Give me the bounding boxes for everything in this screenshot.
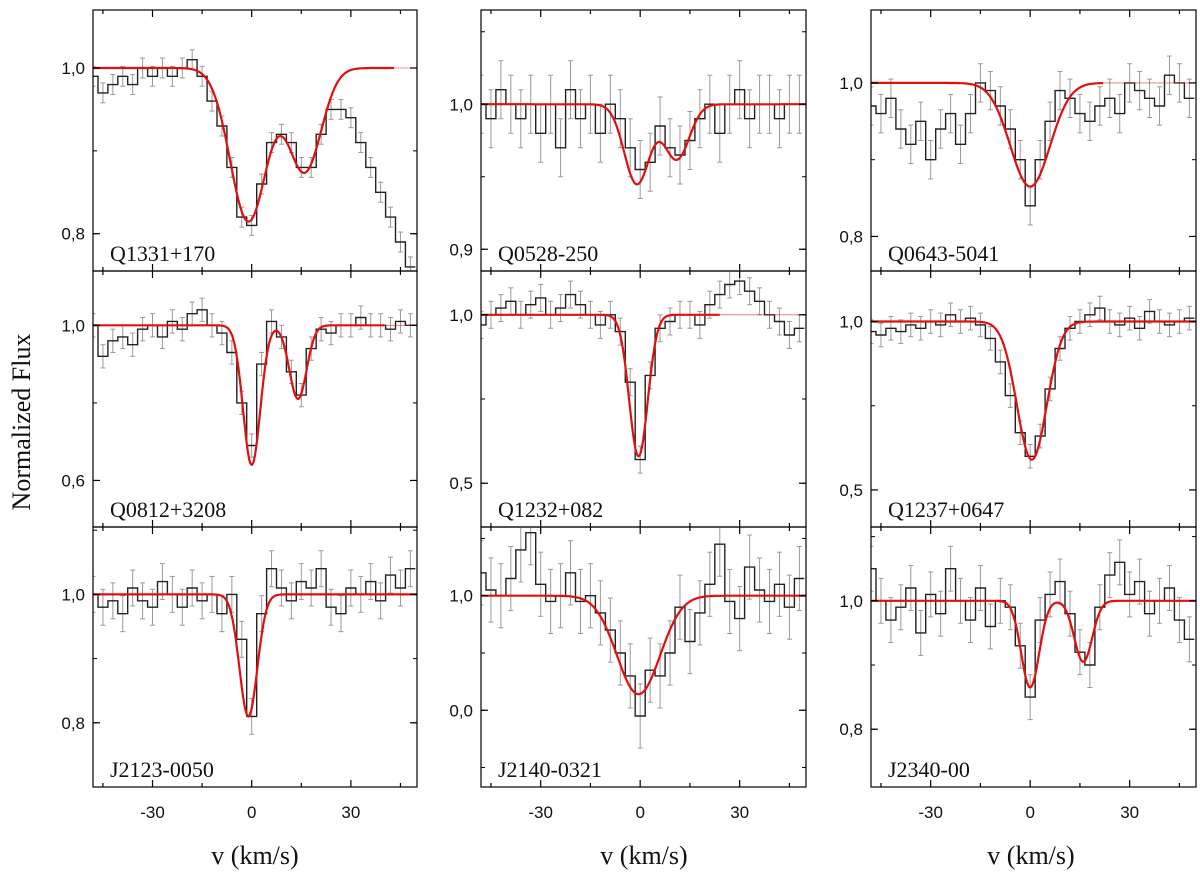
plot-area xyxy=(871,295,1196,469)
y-tick-label: 1,0 xyxy=(449,306,473,325)
panel-label: J2140-0321 xyxy=(498,757,602,782)
panel-frame xyxy=(870,526,1197,788)
x-tick-label: -30 xyxy=(528,803,553,822)
panel-frame xyxy=(92,526,418,788)
model-fit-curve xyxy=(871,320,1196,461)
y-tick-label: 1,0 xyxy=(449,587,473,606)
panel-frame xyxy=(480,270,807,528)
panel-label: J2340-00 xyxy=(888,757,970,782)
panel-label: Q1232+082 xyxy=(498,497,603,522)
panel-J2140-0321: 0,0 1,0 -30 0 30 J2140-0321 xyxy=(449,526,807,822)
panel-Q1237+0647: 0,5 1,0 Q1237+0647 xyxy=(839,270,1197,528)
y-tick-label: 1,0 xyxy=(839,592,863,611)
y-tick-label: 1,0 xyxy=(839,74,863,93)
panel-label: Q1331+170 xyxy=(110,241,215,266)
y-tick-label: 0,8 xyxy=(839,227,863,246)
panel-Q1232+082: 0,5 1,0 Q1232+082 xyxy=(449,270,807,528)
x-tick-label: 30 xyxy=(1120,803,1139,822)
x-tick-label: 0 xyxy=(247,803,256,822)
x-tick-label: 0 xyxy=(1025,803,1034,822)
y-tick-label: 0,5 xyxy=(839,481,863,500)
panel-label: Q0643-5041 xyxy=(888,241,999,266)
panel-label: J2123-0050 xyxy=(110,757,214,782)
y-tick-label: 0,9 xyxy=(449,240,473,259)
plot-area xyxy=(481,527,806,749)
x-axis-title-col3: v (km/s) xyxy=(987,841,1074,870)
y-tick-label: 0,8 xyxy=(61,225,85,244)
spectrum-histogram xyxy=(871,74,1195,207)
panel-label: Q1237+0647 xyxy=(888,497,1004,522)
panel-label: Q0812+3208 xyxy=(110,497,226,522)
plot-area xyxy=(93,49,417,271)
panel-grid: 0,8 1,0 Q1331+170 0,9 1,0 Q0528-250 0,8 1,0 Q064… xyxy=(61,9,1197,822)
spectrum-histogram xyxy=(481,280,805,461)
x-tick-label: 30 xyxy=(341,803,360,822)
panel-Q0643-5041: 0,8 1,0 Q0643-5041 xyxy=(839,9,1197,272)
x-tick-label: -30 xyxy=(140,803,165,822)
spectrum-histogram xyxy=(93,309,416,447)
spectrum-histogram xyxy=(93,568,416,718)
plot-area xyxy=(871,539,1196,721)
spectrum-histogram xyxy=(871,307,1195,457)
spectrum-histogram xyxy=(481,532,805,717)
panel-frame xyxy=(92,9,418,272)
panel-frame xyxy=(480,526,807,788)
model-fit-curve xyxy=(481,594,806,696)
x-axis-title-col1: v (km/s) xyxy=(211,841,298,870)
y-tick-label: 1,0 xyxy=(839,313,863,332)
model-fit-curve xyxy=(481,103,806,186)
panel-Q1331+170: 0,8 1,0 Q1331+170 xyxy=(61,9,418,272)
x-tick-label: 0 xyxy=(635,803,644,822)
panel-frame xyxy=(480,9,807,272)
plot-area xyxy=(481,271,806,474)
x-tick-label: 30 xyxy=(730,803,749,822)
panel-Q0812+3208: 0,6 1,0 Q0812+3208 xyxy=(61,270,418,528)
model-fit-curve xyxy=(93,324,384,467)
panel-J2123-0050: 0,8 1,0 -30 0 30 J2123-0050 xyxy=(61,526,418,822)
panel-frame xyxy=(92,270,418,528)
plot-area xyxy=(481,60,806,199)
x-axis-title-col2: v (km/s) xyxy=(600,841,687,870)
plot-area xyxy=(93,297,417,467)
y-tick-label: 0,0 xyxy=(449,701,473,720)
y-tick-label: 0,5 xyxy=(449,474,473,493)
x-tick-label: -30 xyxy=(918,803,943,822)
y-tick-label: 1,0 xyxy=(449,95,473,114)
y-tick-label: 0,8 xyxy=(61,714,85,733)
model-fit-curve xyxy=(93,66,394,223)
panel-frame xyxy=(870,270,1197,528)
panel-Q0528-250: 0,9 1,0 Q0528-250 xyxy=(449,9,807,272)
plot-area xyxy=(871,55,1196,226)
model-fit-curve xyxy=(871,81,1104,188)
y-tick-label: 1,0 xyxy=(61,585,85,604)
plot-area xyxy=(93,550,417,735)
model-fit-curve xyxy=(481,313,720,458)
panel-label: Q0528-250 xyxy=(498,241,598,266)
y-tick-label: 1,0 xyxy=(61,316,85,335)
model-fit-curve xyxy=(871,599,1196,689)
panel-J2340-00: 0,8 1,0 -30 0 30 J2340-00 xyxy=(839,526,1197,822)
y-axis-title: Normalized Flux xyxy=(7,334,36,511)
y-tick-label: 0,6 xyxy=(61,471,85,490)
spectrum-histogram xyxy=(871,561,1195,698)
y-tick-label: 0,8 xyxy=(839,720,863,739)
y-tick-label: 1,0 xyxy=(61,59,85,78)
model-fit-curve xyxy=(93,593,417,718)
